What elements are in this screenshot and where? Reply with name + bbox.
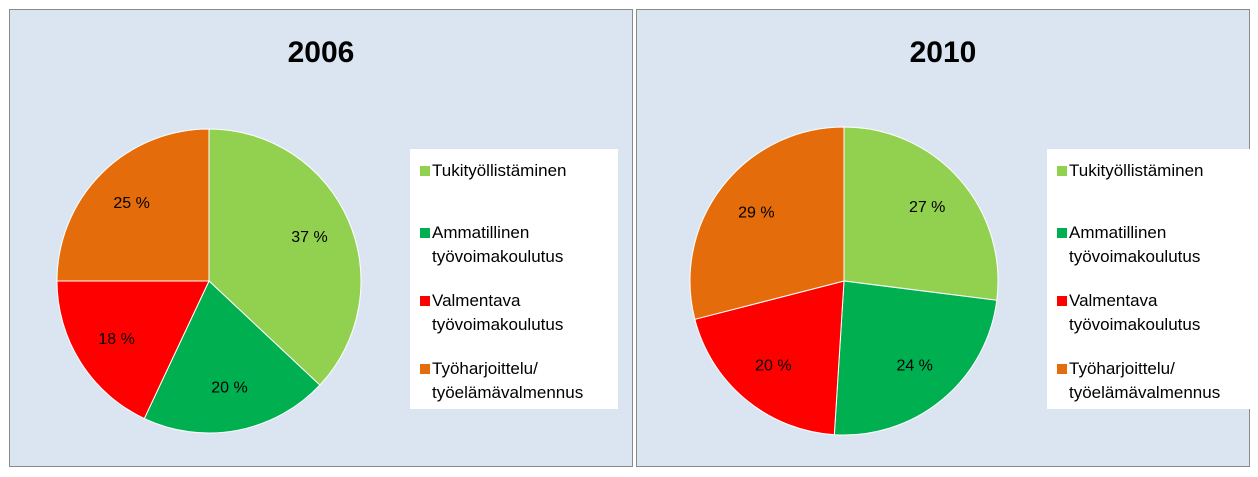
legend-entry: Työharjoittelu/ työelämävalmennus — [1057, 357, 1253, 405]
pie-chart: 27 % 24 % 20 % 29 % — [689, 126, 999, 436]
legend-swatch — [1057, 166, 1067, 176]
legend-swatch — [1057, 364, 1067, 374]
legend-label: Työharjoittelu/ työelämävalmennus — [432, 359, 584, 402]
legend-entry: Ammatillinen työvoimakoulutus — [1057, 221, 1253, 269]
legend-entry: Ammatillinen työvoimakoulutus — [420, 221, 616, 269]
data-label: 29 % — [738, 204, 774, 221]
pie-slice — [143, 280, 321, 434]
legend-entry: Tukityöllistäminen — [420, 159, 616, 183]
legend-swatch — [420, 228, 430, 238]
chart-panel: 2006 37 % 20 % 18 % 25 % Tukityöllistäminen Am… — [9, 9, 633, 467]
data-label: 20 % — [755, 358, 791, 375]
legend-swatch — [420, 364, 430, 374]
legend-label: Valmentava työvoimakoulutus — [432, 291, 564, 334]
pie-chart: 37 % 20 % 18 % 25 % — [56, 128, 362, 434]
data-label: 37 % — [291, 229, 327, 246]
pie-slice — [56, 128, 210, 282]
pie-slice — [689, 126, 845, 320]
legend-swatch — [420, 166, 430, 176]
data-label: 20 % — [211, 380, 247, 397]
chart-panel: 2010 27 % 24 % 20 % 29 % Tukityöllistäminen Am… — [636, 9, 1255, 467]
legend-label: Tukityöllistäminen — [1069, 161, 1204, 180]
legend-entry: Työharjoittelu/ työelämävalmennus — [420, 357, 616, 405]
pie-slice — [833, 280, 998, 436]
legend-entry: Tukityöllistäminen — [1057, 159, 1253, 183]
legend-swatch — [1057, 296, 1067, 306]
pie-slice — [56, 280, 210, 420]
legend: Tukityöllistäminen Ammatillinen työvoimak… — [410, 149, 618, 409]
legend-entry: Valmentava työvoimakoulutus — [1057, 289, 1253, 337]
chart-title: 2006 — [287, 36, 355, 69]
pie-slice — [208, 128, 362, 386]
legend-swatch — [1057, 228, 1067, 238]
data-label: 27 % — [909, 199, 945, 216]
legend-swatch — [420, 296, 430, 306]
pie-slice — [694, 280, 845, 436]
legend-label: Ammatillinen työvoimakoulutus — [1069, 223, 1201, 266]
legend-entry: Valmentava työvoimakoulutus — [420, 289, 616, 337]
data-label: 25 % — [113, 195, 149, 212]
pie-slice — [843, 126, 999, 301]
chart-title: 2010 — [909, 36, 977, 69]
legend-label: Ammatillinen työvoimakoulutus — [432, 223, 564, 266]
data-label: 18 % — [98, 331, 134, 348]
legend: Tukityöllistäminen Ammatillinen työvoimak… — [1047, 149, 1255, 409]
legend-label: Työharjoittelu/ työelämävalmennus — [1069, 359, 1221, 402]
data-label: 24 % — [896, 358, 932, 375]
legend-label: Valmentava työvoimakoulutus — [1069, 291, 1201, 334]
legend-label: Tukityöllistäminen — [432, 161, 567, 180]
